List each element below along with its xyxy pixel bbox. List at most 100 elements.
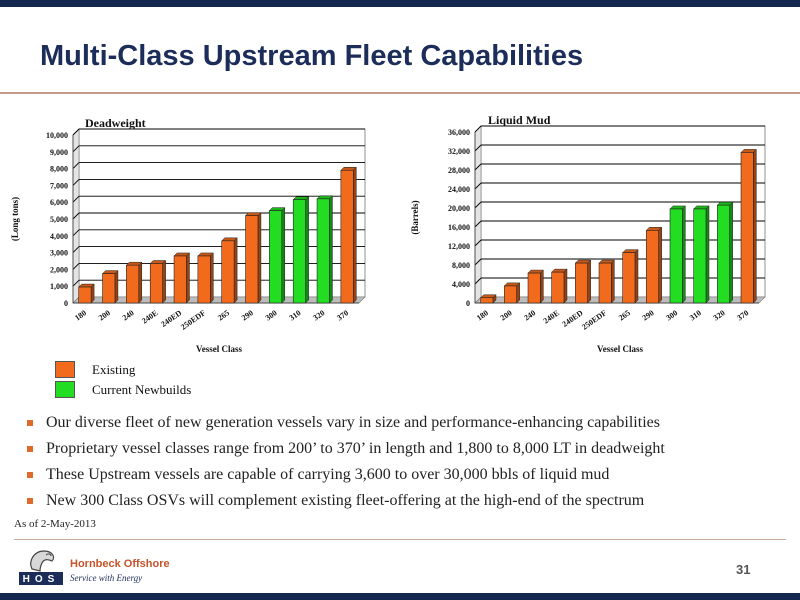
bar [504, 285, 517, 304]
x-tick-label: 300 [264, 308, 279, 322]
deadweight-chart: 0 1,000 2,000 3,000 4,000 5,000 6,000 7,000 8,00… [10, 116, 366, 354]
bar-top [716, 201, 734, 206]
chart-title: Deadweight [85, 116, 146, 130]
bar-side [611, 259, 615, 304]
bar [527, 272, 541, 304]
legend-item-newbuilds: Current Newbuilds [55, 381, 191, 398]
bar-side [305, 196, 309, 304]
bar-side [587, 259, 591, 304]
x-axis-label: Vessel Class [196, 344, 242, 354]
bar [197, 255, 211, 304]
bar [78, 286, 92, 304]
x-tick-label: 320 [712, 308, 727, 322]
y-tick-label: 0 [466, 299, 470, 308]
gridline-diagonal [474, 201, 482, 209]
bar-top [221, 237, 238, 242]
y-tick-label: 10,000 [46, 131, 68, 140]
bar-side [516, 282, 520, 304]
gridline-diagonal [72, 162, 80, 169]
bar-top [101, 270, 119, 274]
x-tick-label: 180 [73, 308, 88, 322]
gridline-diagonal [474, 239, 482, 247]
bar-side [281, 206, 286, 304]
bar [693, 208, 707, 304]
legend-label-existing: Existing [92, 361, 136, 377]
bar [245, 215, 259, 304]
bar-side [353, 166, 357, 304]
bar-side [540, 269, 544, 304]
bar-top [125, 261, 143, 266]
company-logo: HOS Hornbeck Offshore Service with Energ… [18, 547, 198, 589]
x-tick-label: 240E [140, 308, 159, 325]
bar-top [268, 207, 286, 211]
footer-divider [14, 539, 786, 540]
x-tick-label: 370 [735, 308, 750, 322]
y-tick-label: 7,000 [50, 181, 68, 190]
brand-name: Hornbeck Offshore [70, 558, 170, 570]
x-tick-label: 265 [617, 308, 632, 322]
legend-item-existing: Existing [55, 361, 191, 378]
bullet-item: Proprietary vessel classes range from 20… [26, 436, 665, 462]
bar-side [186, 252, 190, 304]
bar-top [316, 195, 334, 200]
bar-top [622, 249, 639, 253]
bar [622, 252, 636, 304]
bar-top [645, 227, 663, 231]
x-tick-label: 320 [311, 308, 326, 322]
y-tick-label: 8,000 [50, 165, 68, 174]
gridline-diagonal [474, 163, 482, 171]
x-tick-label: 300 [664, 308, 679, 322]
bar-side [329, 195, 333, 304]
bar-top [244, 212, 262, 216]
x-tick-label: 240 [121, 308, 136, 322]
x-tick-label: 310 [288, 308, 303, 322]
bar-top [149, 260, 167, 264]
gridline-diagonal [72, 128, 80, 136]
chart-legend: Existing Current Newbuilds [55, 361, 191, 401]
y-tick-label: 12,000 [448, 242, 470, 251]
x-tick-label: 180 [475, 308, 490, 322]
bar-side [114, 269, 119, 304]
y-tick-label: 4,000 [50, 232, 68, 241]
gridline-diagonal [474, 125, 482, 133]
bar-top [527, 269, 544, 274]
y-tick-label: 36,000 [448, 128, 470, 137]
gridline-diagonal [474, 277, 482, 285]
bar-side [658, 226, 662, 304]
gridline-diagonal [72, 179, 80, 186]
gridline-diagonal [474, 182, 482, 190]
top-bar [0, 0, 800, 7]
bar-side [162, 259, 166, 304]
y-tick-label: 8,000 [452, 261, 470, 270]
x-axis-label: Vessel Class [597, 344, 643, 354]
bar [173, 255, 187, 304]
bar-top [197, 252, 214, 257]
bar-top [292, 196, 310, 200]
bar [646, 230, 659, 304]
bar [717, 204, 730, 304]
bar [149, 263, 163, 304]
bullet-item: New 300 Class OSVs will complement exist… [26, 488, 665, 514]
bar-top [340, 167, 357, 171]
bar-top [503, 282, 521, 287]
gridline-diagonal [474, 258, 482, 266]
x-tick-label: 250EDF [179, 308, 207, 331]
y-tick-label: 3,000 [50, 249, 68, 258]
liquid-mud-chart: 0 4,000 8,000 12,000 16,000 20,000 24,000 28,00… [410, 113, 766, 354]
y-tick-label: 28,000 [448, 166, 470, 175]
legend-label-newbuilds: Current Newbuilds [92, 381, 192, 397]
bar-side [563, 268, 568, 304]
x-tick-label: 200 [499, 308, 514, 322]
page-title: Multi-Class Upstream Fleet Capabilities [40, 40, 584, 72]
x-tick-label: 310 [688, 308, 703, 322]
y-axis-label: (Barrels) [410, 200, 420, 234]
gridline-diagonal [72, 195, 80, 203]
gridline-diagonal [72, 145, 80, 153]
bar-top [574, 259, 592, 264]
bullet-item: These Upstream vessels are capable of ca… [26, 462, 665, 488]
bar-top [740, 149, 757, 153]
bar [598, 262, 612, 304]
gridline-diagonal [72, 246, 80, 253]
bar-top [78, 283, 95, 288]
y-axis-label: (Long tons) [10, 197, 20, 241]
